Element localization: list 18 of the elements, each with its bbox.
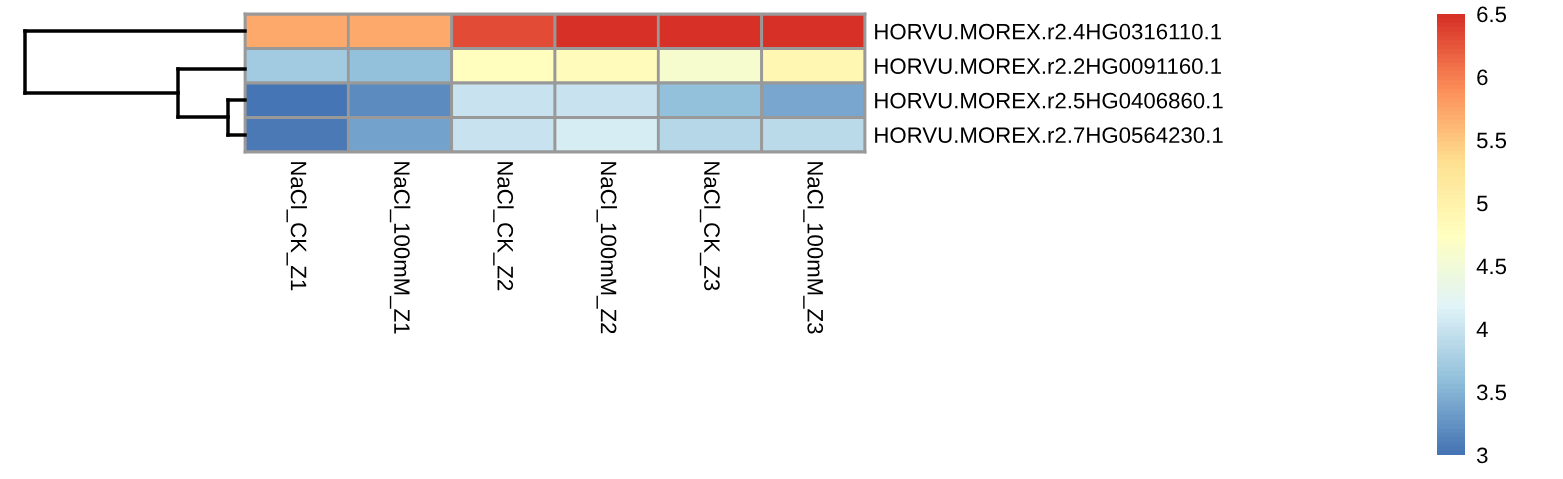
x-tick-label: NaCl_CK_Z3 (699, 162, 721, 291)
color-bar-label: 4.5 (1476, 258, 1507, 275)
color-bar-label: 4 (1476, 321, 1488, 338)
y-tick-label: HORVU.MOREX.r2.2HG0091160.1 (875, 58, 1221, 75)
color-bar-label: 6.5 (1477, 6, 1507, 23)
color-bar-label: 3.5 (1476, 384, 1507, 401)
x-tick-label: NaCl_100mM_Z3 (803, 162, 824, 334)
y-tick-label: HORVU.MOREX.r2.7HG0564230.1 (875, 127, 1223, 144)
y-tick-label: HORVU.MOREX.r2.5HG0406860.1 (875, 92, 1223, 109)
x-tick-label: NaCl_CK_Z2 (493, 162, 514, 291)
x-tick-label: NaCl_100mM_Z1 (389, 162, 411, 334)
color-bar-label: 5 (1477, 195, 1488, 212)
color-bar-label: 3 (1476, 447, 1488, 464)
x-tick-label: NaCl_CK_Z1 (286, 162, 308, 291)
color-bar-label: 5.5 (1477, 132, 1507, 149)
y-tick-label: HORVU.MOREX.r2.4HG0316110.1 (875, 23, 1221, 40)
color-bar-label: 6 (1477, 69, 1488, 86)
x-tick-label: NaCl_100mM_Z2 (596, 162, 618, 334)
